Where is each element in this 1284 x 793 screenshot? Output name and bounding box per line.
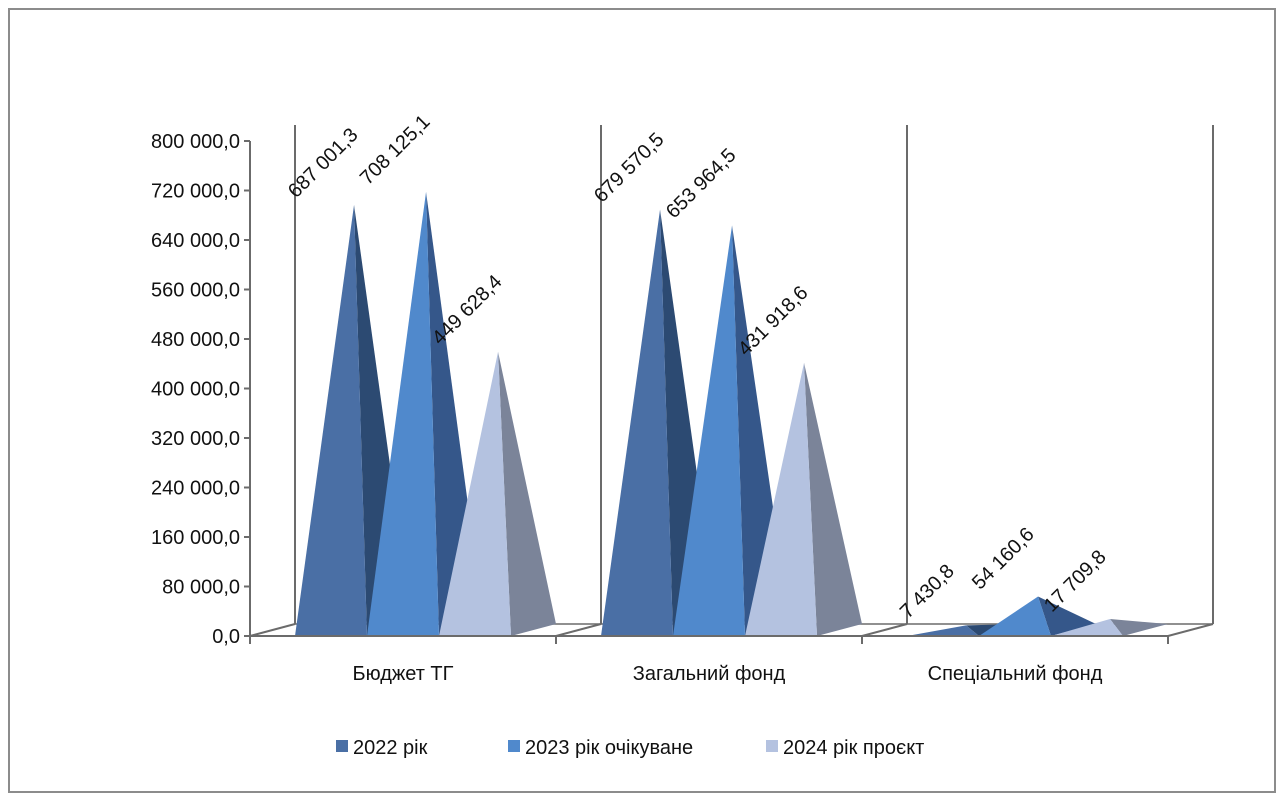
pyramid-side-face [498, 351, 556, 636]
legend-swatch [766, 740, 778, 752]
pyramid-front-face [439, 351, 511, 636]
pyramid-front-face [745, 362, 817, 636]
data-marks [295, 191, 1168, 636]
floor-diagonal [249, 623, 296, 637]
pyramid-front-face [907, 625, 979, 636]
pyramid-front-face [673, 225, 745, 636]
x-category-label: Загальний фонд [633, 663, 786, 685]
pyramid-side-face [1110, 619, 1168, 636]
x-category-label: Бюджет ТГ [353, 663, 454, 685]
floor-diagonal [1167, 623, 1214, 637]
pyramid-front-face [601, 209, 673, 636]
x-axis: Бюджет ТГ Загальний фонд Спеціальний фонд [249, 623, 1214, 685]
y-tick-label: 640 000,0 [151, 230, 240, 252]
legend-label: 2024 рік проєкт [783, 737, 924, 759]
pyramid-front-face [367, 191, 439, 636]
floor-diagonal [555, 623, 602, 637]
y-axis: 0,0 80 000,0 160 000,0 240 000,0 320 000,0 40… [151, 131, 251, 648]
y-tick-label: 400 000,0 [151, 379, 240, 401]
y-tick-label: 80 000,0 [162, 577, 240, 599]
legend-label: 2023 рік очікуване [525, 737, 693, 759]
pyramid-front-face [295, 204, 367, 636]
data-label: 54 160,6 [968, 523, 1039, 594]
floor-diagonal [861, 623, 908, 637]
pyramid-side-face [804, 362, 862, 636]
data-label: 708 125,1 [356, 111, 434, 189]
y-tick-label: 160 000,0 [151, 527, 240, 549]
y-tick-label: 560 000,0 [151, 280, 240, 302]
legend-label: 2022 рік [353, 737, 428, 759]
y-tick-label: 0,0 [212, 626, 240, 648]
legend: 2022 рік 2023 рік очікуване 2024 рік проєк… [336, 737, 924, 759]
data-label: 17 709,8 [1040, 546, 1111, 617]
y-tick-label: 800 000,0 [151, 131, 240, 153]
data-label: 653 964,5 [662, 144, 740, 222]
y-tick-label: 320 000,0 [151, 428, 240, 450]
legend-swatch [508, 740, 520, 752]
pyramid-side-face [1038, 596, 1096, 636]
data-label: 7 430,8 [896, 560, 959, 623]
legend-swatch [336, 740, 348, 752]
y-tick-label: 720 000,0 [151, 181, 240, 203]
y-tick-label: 480 000,0 [151, 329, 240, 351]
y-tick-label: 240 000,0 [151, 478, 240, 500]
x-category-label: Спеціальний фонд [928, 663, 1103, 685]
pyramid-front-face [979, 596, 1051, 636]
pyramid-front-face [1051, 619, 1123, 636]
